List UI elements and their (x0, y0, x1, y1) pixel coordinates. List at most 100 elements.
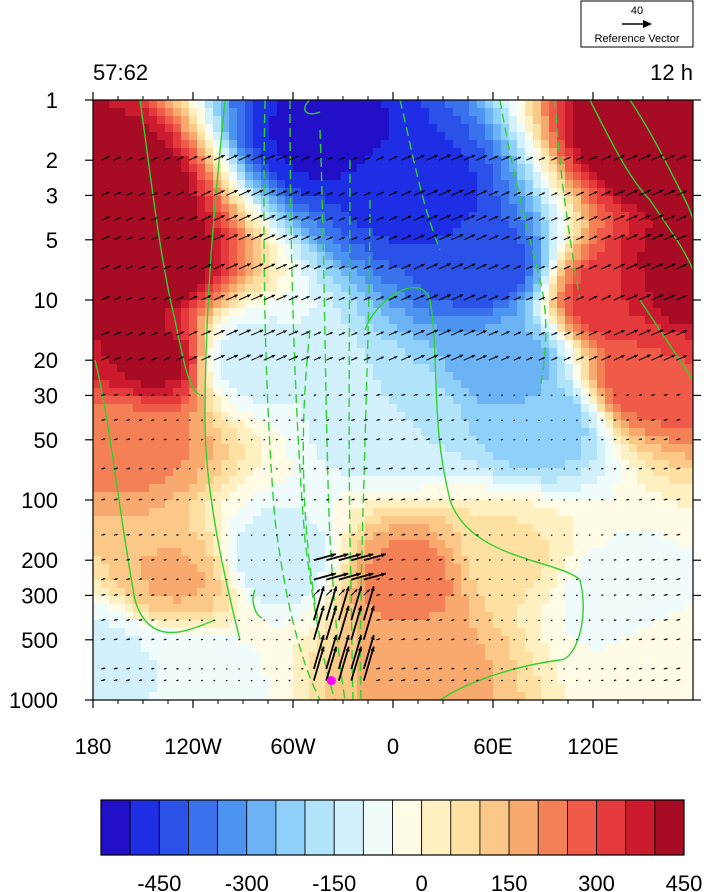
y-tick-label: 200 (21, 548, 58, 573)
wind-vector (350, 605, 363, 641)
wind-vector-head (380, 553, 386, 558)
wind-vector-head (276, 594, 278, 597)
wind-vector-head (440, 419, 443, 421)
wind-vector-head (207, 355, 212, 359)
wind-vector-head (276, 639, 278, 641)
contour-line (94, 359, 216, 634)
wind-vector-head (301, 499, 304, 501)
wind-vector-head (665, 419, 668, 421)
wind-vector-head (434, 215, 438, 219)
wind-vector-head (518, 331, 521, 335)
wind-vector-head (652, 638, 655, 641)
wind-vector-head (164, 419, 167, 421)
wind-vector-head (343, 572, 349, 577)
wind-vector-head (188, 419, 191, 422)
wind-vector-head (127, 419, 130, 421)
wind-vector-head (201, 578, 203, 581)
wind-vector-head (140, 419, 143, 421)
wind-vector-head (607, 330, 612, 334)
wind-vector-head (201, 499, 203, 501)
wind-vector-head (358, 605, 363, 611)
wind-vector-head (140, 498, 143, 501)
wind-vector-head (550, 559, 553, 561)
wind-vector-head (263, 680, 265, 682)
wind-vector-head (607, 235, 612, 238)
wind-vector-head (554, 217, 558, 220)
wind-vector-head (288, 559, 291, 561)
wind-vector-head (538, 579, 540, 581)
wind-vector-head (380, 236, 384, 239)
wind-vector-head (607, 295, 612, 299)
wind-vector-head (501, 468, 503, 470)
wind-vector-head (207, 264, 212, 268)
wind-vector-head (476, 619, 479, 622)
wind-vector-head (594, 216, 598, 219)
wind-vector-head (588, 534, 591, 536)
wind-vector-head (601, 638, 604, 641)
wind-vector-head (494, 330, 499, 334)
wind-vector-head (367, 589, 370, 593)
wind-vector-head (115, 467, 118, 470)
wind-vector-head (427, 594, 430, 596)
wind-vector-head (333, 605, 338, 611)
wind-vector-head (403, 558, 406, 561)
wind-vector-head (342, 237, 345, 240)
wind-vector-head (140, 438, 143, 441)
wind-vector-head (659, 354, 664, 358)
wind-vector-head (427, 438, 430, 441)
wind-vector-head (403, 467, 406, 470)
wind-vector-head (390, 558, 393, 561)
wind-vector-head (176, 499, 179, 501)
wind-vector-head (354, 589, 358, 593)
wind-vector (325, 586, 338, 621)
wind-vector-head (427, 467, 430, 470)
wind-vector-head (188, 668, 191, 670)
wind-vector-head (550, 639, 553, 641)
wind-vector-head (567, 217, 571, 220)
wind-vector-head (164, 468, 167, 470)
wind-vector-head (506, 296, 510, 299)
wind-vector-head (318, 265, 321, 268)
colorbar-tick-label: 450 (666, 871, 703, 892)
wind-vector-head (259, 234, 264, 238)
wind-vector (362, 646, 375, 681)
colorbar-swatch (508, 799, 539, 856)
wind-vector-head (213, 594, 216, 597)
wind-vector-head (588, 439, 591, 441)
colorbar-swatch (217, 799, 248, 856)
wind-vector-head (367, 332, 371, 335)
wind-vector-head (421, 215, 425, 219)
wind-vector-head (530, 332, 533, 335)
wind-vector-head (207, 155, 212, 159)
wind-vector-head (213, 639, 216, 641)
wind-vector-head (446, 214, 451, 218)
wind-vector-head (142, 297, 145, 300)
wind-vector-head (329, 589, 333, 593)
contour-line (252, 589, 263, 619)
wind-vector-head (188, 639, 191, 641)
colorbar-swatch (275, 799, 306, 856)
wind-vector-head (652, 419, 655, 421)
wind-vector-head (403, 419, 406, 421)
wind-vector-head (538, 534, 540, 536)
wind-vector-head (330, 553, 336, 558)
wind-vector-head (294, 355, 299, 359)
wind-vector-head (513, 439, 516, 441)
wind-vector-head (225, 619, 228, 622)
wind-vector-head (403, 679, 406, 682)
wind-vector-head (550, 579, 553, 581)
wind-vector-head (301, 534, 304, 536)
wind-vector-head (127, 638, 130, 641)
colorbar-swatch (158, 799, 189, 856)
wind-vector-head (530, 157, 533, 160)
wind-vector-head (538, 619, 540, 622)
wind-vector-head (634, 215, 638, 219)
wind-vector-head (639, 498, 642, 501)
wind-vector-head (164, 534, 167, 536)
wind-vector-head (259, 154, 264, 158)
wind-vector-head (607, 215, 612, 219)
wind-vector-head (588, 594, 591, 597)
wind-vector-head (403, 578, 406, 580)
wind-vector-head (288, 639, 291, 641)
wind-vector-head (652, 394, 655, 396)
